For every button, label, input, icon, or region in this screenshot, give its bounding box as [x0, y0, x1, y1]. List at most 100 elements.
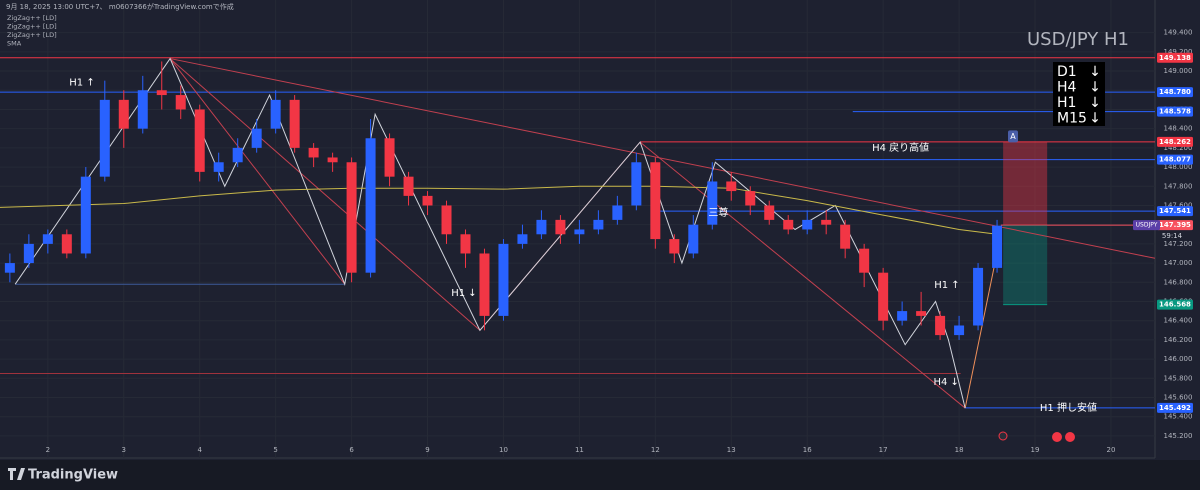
- candle-body: [992, 225, 1003, 268]
- indicator-label: ZigZag++ [LD]: [7, 23, 57, 31]
- x-tick-label: 6: [349, 446, 354, 454]
- y-tick-label: 149.200: [1164, 48, 1193, 56]
- candle-body: [23, 243, 34, 264]
- candle-body: [954, 325, 965, 336]
- trendline: [639, 141, 966, 409]
- price-tag: [1157, 220, 1193, 231]
- status-timeframe: H1: [1057, 95, 1076, 111]
- y-tick-label: 149.400: [1164, 29, 1193, 37]
- candle-body: [764, 205, 775, 220]
- annotation: A: [1010, 132, 1016, 141]
- candle-body: [916, 311, 927, 316]
- price-tag: [1157, 402, 1193, 413]
- status-direction: ↓: [1089, 111, 1101, 127]
- candle-body: [270, 99, 281, 129]
- candle-body: [460, 234, 471, 254]
- price-tag-label: 147.395: [1159, 221, 1191, 229]
- candle-body: [783, 219, 794, 230]
- price-tag: [1157, 52, 1193, 63]
- price-tag-label: 149.138: [1159, 54, 1191, 62]
- event-icon[interactable]: [1052, 432, 1062, 442]
- x-tick-label: 4: [197, 446, 202, 454]
- indicator-label: ZigZag++ [LD]: [7, 31, 57, 39]
- candle-body: [118, 99, 129, 129]
- price-tag-label: 147.541: [1159, 207, 1191, 215]
- y-tick-label: 148.200: [1164, 144, 1193, 152]
- trendline: [169, 58, 481, 331]
- price-tag-label: 148.262: [1159, 138, 1191, 146]
- candle-body: [650, 162, 661, 240]
- candle-body: [327, 157, 338, 163]
- x-tick-label: 12: [651, 446, 660, 454]
- price-tag-label: 148.780: [1159, 88, 1191, 96]
- candle-body: [935, 315, 946, 336]
- x-tick-label: 2: [46, 446, 50, 454]
- footer-logo: [8, 468, 25, 480]
- y-tick-label: 147.000: [1164, 259, 1193, 267]
- symbol-tag: [1133, 220, 1160, 231]
- candle-body: [365, 138, 376, 273]
- chart-title: USD/JPY H1: [1027, 29, 1129, 50]
- annotation: H4 戻り高値: [872, 141, 929, 154]
- status-direction: ↓: [1089, 64, 1101, 80]
- y-tick-label: 146.800: [1164, 278, 1193, 286]
- event-icon[interactable]: [998, 431, 1008, 441]
- price-tag-label: 148.077: [1159, 156, 1191, 164]
- candle-body: [42, 234, 53, 244]
- candle-body: [194, 109, 205, 172]
- price-tag-label: 145.492: [1159, 404, 1191, 412]
- header: 9月 18, 2025 13:00 UTC+7、 m0607366がTradin…: [6, 2, 234, 11]
- candle-body: [156, 90, 167, 96]
- annotation: H1 ↑: [934, 280, 959, 291]
- y-tick-label: 145.600: [1164, 394, 1193, 402]
- position-reward: [1003, 225, 1048, 305]
- candle-body: [61, 234, 72, 254]
- price-tag: [1157, 106, 1193, 117]
- candle-body: [859, 248, 870, 273]
- y-tick-label: 146.000: [1164, 355, 1193, 363]
- status-timeframe: M15: [1057, 111, 1087, 127]
- candle-body: [137, 90, 148, 129]
- footer-bar: [0, 460, 1200, 490]
- y-tick-label: 149.000: [1164, 67, 1193, 75]
- candle-body: [308, 147, 319, 158]
- price-tag: [1157, 136, 1193, 147]
- candle-body: [99, 99, 110, 177]
- annotation: H4 ↓: [933, 377, 958, 388]
- candle-body: [441, 205, 452, 235]
- trendline: [169, 58, 1156, 259]
- position-risk: [1003, 141, 1048, 226]
- event-icon[interactable]: [1065, 432, 1075, 442]
- candle-body: [232, 147, 243, 163]
- x-tick-label: 3: [122, 446, 126, 454]
- price-tag-label: 146.568: [1159, 301, 1191, 309]
- y-tick-label: 147.800: [1164, 182, 1193, 190]
- candle-body: [289, 99, 300, 148]
- x-tick-label: 9: [425, 446, 429, 454]
- x-tick-label: 13: [727, 446, 736, 454]
- candle-body: [4, 263, 15, 273]
- x-tick-label: 20: [1106, 446, 1115, 454]
- candle-body: [80, 176, 91, 254]
- annotation: H1 ↓: [451, 288, 476, 299]
- price-tag: [1157, 206, 1193, 217]
- candle-body: [802, 219, 813, 230]
- status-direction: ↓: [1089, 80, 1101, 96]
- trendline: [169, 58, 346, 285]
- price-tag: [1157, 299, 1193, 310]
- y-tick-label: 148.000: [1164, 163, 1193, 171]
- candle-body: [878, 272, 889, 321]
- x-tick-label: 16: [803, 446, 812, 454]
- candle-body: [213, 162, 224, 172]
- x-tick-label: 18: [955, 446, 964, 454]
- candle-body: [555, 219, 566, 235]
- candle-body: [612, 205, 623, 220]
- footer-brand: TradingView: [28, 468, 118, 483]
- annotation: 三尊: [708, 206, 728, 219]
- y-tick-label: 145.200: [1164, 432, 1193, 440]
- candle-body: [745, 191, 756, 206]
- status-box: [1053, 62, 1105, 126]
- candle-body: [726, 181, 737, 192]
- candle-body: [574, 229, 585, 235]
- candle-body: [688, 224, 699, 254]
